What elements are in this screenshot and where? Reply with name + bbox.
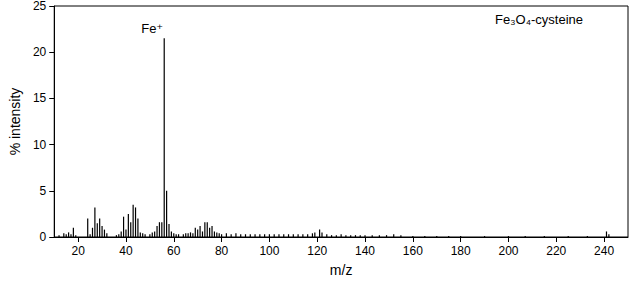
svg-text:140: 140: [355, 244, 375, 258]
svg-text:20: 20: [33, 45, 47, 59]
svg-text:25: 25: [33, 0, 47, 13]
svg-text:220: 220: [546, 244, 566, 258]
svg-text:10: 10: [33, 138, 47, 152]
svg-text:60: 60: [167, 244, 181, 258]
svg-text:15: 15: [33, 91, 47, 105]
svg-text:20: 20: [71, 244, 85, 258]
svg-text:Fe₃O₄-cysteine: Fe₃O₄-cysteine: [495, 12, 583, 27]
svg-text:m/z: m/z: [330, 262, 353, 278]
svg-text:160: 160: [403, 244, 423, 258]
svg-text:80: 80: [215, 244, 229, 258]
svg-text:120: 120: [307, 244, 327, 258]
svg-text:200: 200: [498, 244, 518, 258]
svg-text:240: 240: [594, 244, 614, 258]
svg-text:100: 100: [259, 244, 279, 258]
svg-text:0: 0: [40, 230, 47, 244]
svg-text:40: 40: [119, 244, 133, 258]
svg-text:180: 180: [451, 244, 471, 258]
svg-text:Fe⁺: Fe⁺: [141, 21, 163, 36]
svg-text:5: 5: [40, 184, 47, 198]
svg-text:% intensity: % intensity: [7, 88, 23, 156]
